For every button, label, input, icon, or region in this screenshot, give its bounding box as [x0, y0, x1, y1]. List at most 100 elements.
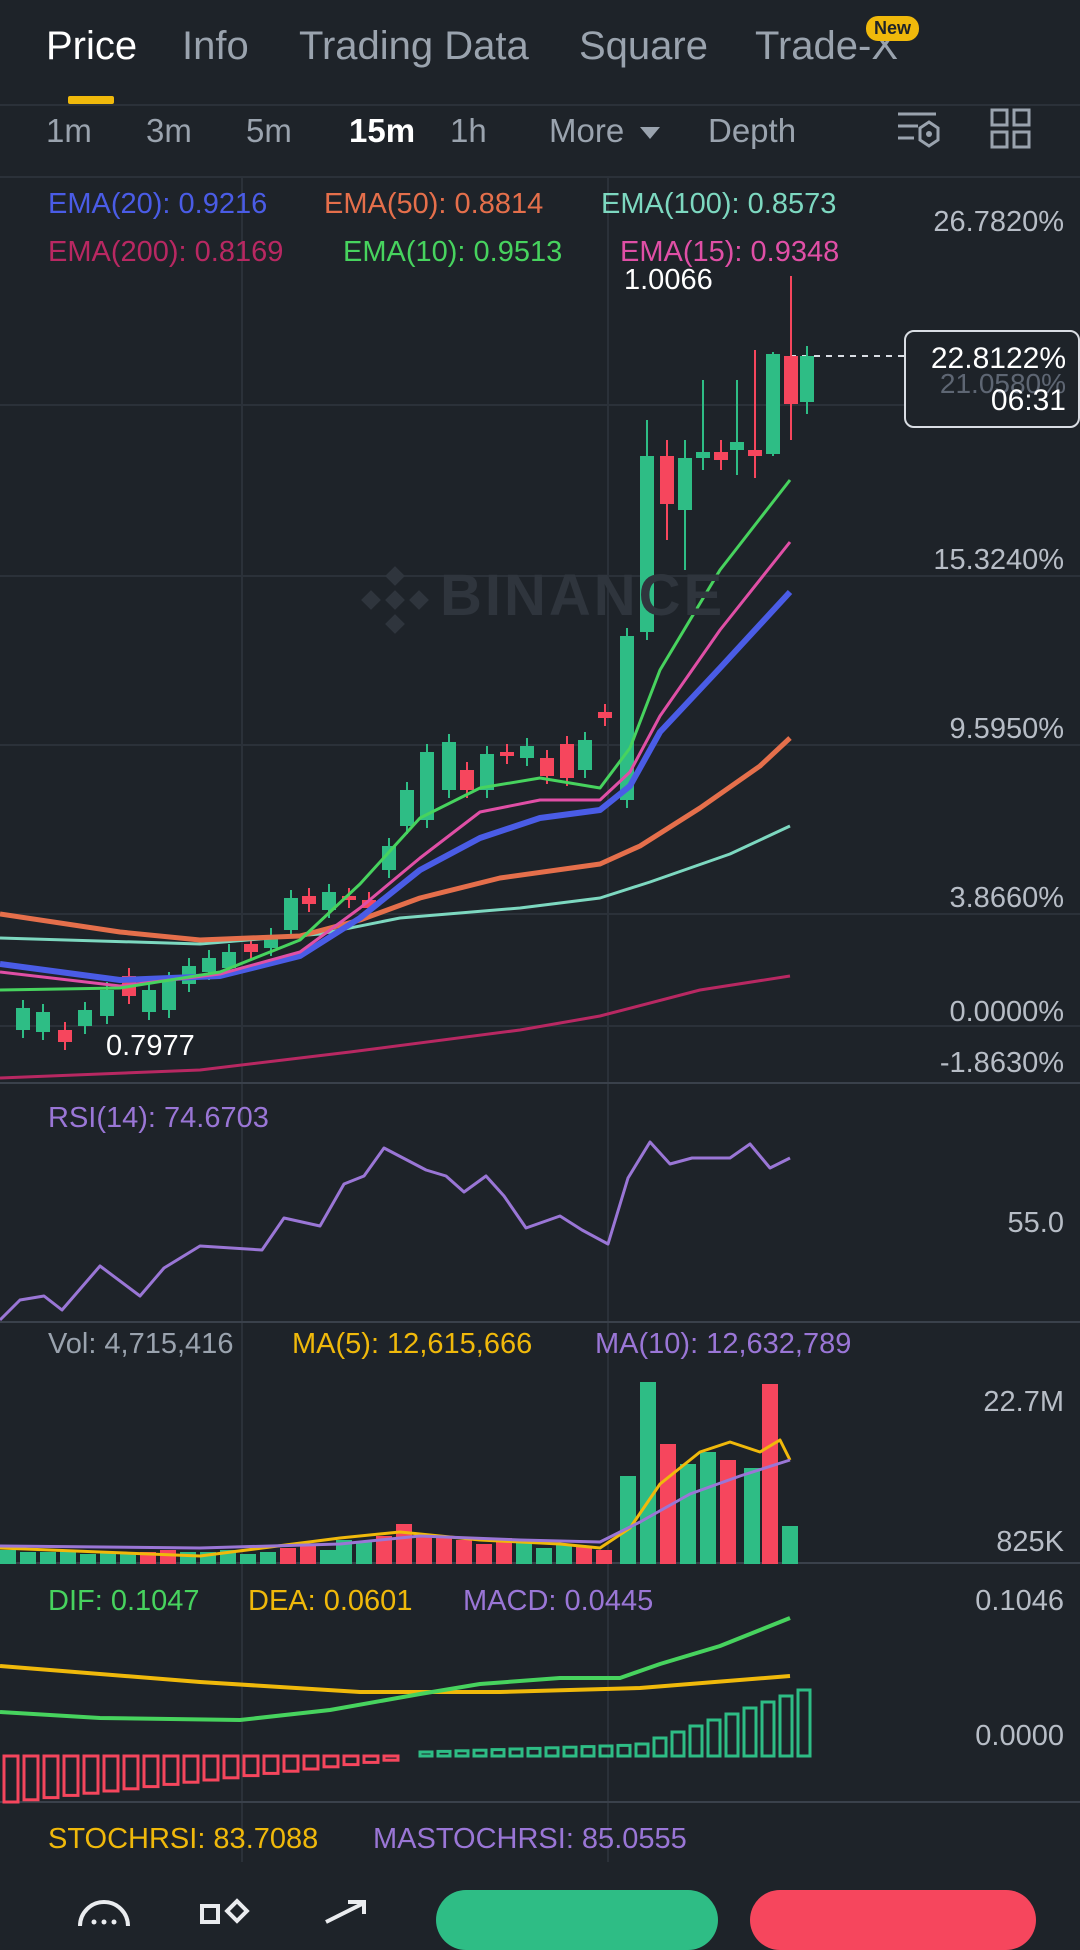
layout-grid-icon[interactable]: [990, 108, 1032, 150]
chart-settings-icon[interactable]: [896, 108, 942, 150]
candle: [520, 746, 534, 758]
macd-histogram-bar: [670, 1730, 686, 1758]
macd-histogram-bar: [162, 1754, 180, 1786]
ema15-line: [0, 541, 792, 988]
volume-bar: [240, 1554, 256, 1564]
candle: [142, 990, 156, 1012]
candle: [100, 990, 114, 1016]
dea-line: [0, 1664, 791, 1694]
active-tab-indicator: [68, 96, 114, 104]
binance-watermark: BINANCE: [360, 562, 725, 635]
candle: [58, 1030, 72, 1042]
volume-bar: [640, 1382, 656, 1564]
volume-bar: [436, 1536, 452, 1564]
widgets-icon[interactable]: [200, 1898, 252, 1924]
axis-label-5: 3.8660%: [949, 882, 1065, 914]
interval-1m[interactable]: 1m: [46, 112, 92, 149]
tab-info[interactable]: Info: [182, 24, 249, 68]
macd-histogram-bar: [262, 1754, 280, 1775]
volume-bar: [356, 1542, 372, 1564]
candle: [800, 356, 814, 402]
interval-15m[interactable]: 15m: [349, 112, 416, 149]
ema100-legend: EMA(100): 0.8573: [601, 188, 837, 220]
buy-button[interactable]: [436, 1890, 718, 1950]
more-label: More: [549, 112, 625, 149]
candle: [578, 740, 592, 770]
dif-line: [0, 1616, 791, 1722]
macd-histogram-bar: [22, 1754, 40, 1802]
interval-1h[interactable]: 1h: [450, 112, 487, 149]
current-percent: 22.8122%: [930, 342, 1066, 375]
macd-histogram-bar: [82, 1754, 100, 1795]
vol-axis-top: 22.7M: [983, 1386, 1064, 1418]
volume-bar: [782, 1526, 798, 1564]
low-price-label: 0.7977: [106, 1030, 195, 1062]
macd-histogram-bar: [760, 1700, 776, 1758]
volume-bar: [596, 1550, 612, 1564]
candle: [36, 1012, 50, 1032]
binance-logo-icon: [361, 565, 429, 634]
macd-histogram-bar: [706, 1718, 722, 1758]
watermark-text: BINANCE: [440, 563, 726, 628]
candle: [748, 450, 762, 456]
tab-price[interactable]: Price: [46, 24, 138, 68]
macd-axis-mid: 0.0000: [975, 1720, 1064, 1752]
candle: [660, 456, 674, 504]
top-tab-bar: Price Info Trading Data Square Trade-X N…: [0, 0, 1080, 104]
candle: [500, 752, 514, 756]
interval-3m[interactable]: 3m: [146, 112, 192, 149]
macd-histogram-bar: [382, 1754, 400, 1762]
ema10-legend: EMA(10): 0.9513: [343, 236, 563, 268]
vol-ma5-line: [0, 1438, 792, 1558]
vol-ma5-legend: MA(5): 12,615,666: [292, 1328, 533, 1360]
more-dropdown[interactable]: More: [549, 112, 661, 150]
volume-bar: [700, 1452, 716, 1564]
macd-histogram-bar: [796, 1688, 812, 1758]
ema50-line: [0, 736, 792, 943]
axis-label-2: 21.0580%: [939, 368, 1066, 399]
volume-bar: [60, 1550, 76, 1564]
axis-label-bottom: -1.8630%: [939, 1047, 1064, 1079]
candle: [322, 892, 336, 910]
candle: [284, 898, 298, 930]
macd-histogram-bar: [122, 1754, 140, 1791]
share-icon[interactable]: [320, 1900, 370, 1924]
interval-5m[interactable]: 5m: [246, 112, 292, 149]
ema10-line: [0, 479, 792, 992]
macd-histogram-bar: [544, 1746, 560, 1758]
vol-ma10-line: [0, 1458, 791, 1550]
tab-trading-data[interactable]: Trading Data: [299, 24, 529, 68]
depth-button[interactable]: Depth: [708, 112, 797, 149]
stochrsi-legend: STOCHRSI: 83.7088: [48, 1823, 319, 1855]
candle: [382, 846, 396, 870]
axis-label-4: 9.5950%: [949, 713, 1065, 745]
macd-histogram-bar: [526, 1746, 542, 1758]
rsi-axis-label: 55.0: [1007, 1207, 1064, 1239]
current-price-marker[interactable]: 21.0580% 22.8122% 06:31: [904, 330, 1080, 428]
candle: [362, 900, 376, 908]
candle: [714, 452, 728, 460]
ema50-legend: EMA(50): 0.8814: [324, 188, 544, 220]
macd-histogram-bar: [42, 1754, 60, 1800]
high-price-label: 1.0066: [624, 264, 713, 296]
candle: [162, 980, 176, 1010]
candle: [480, 754, 494, 790]
candle: [560, 744, 574, 778]
ema200-line: [0, 974, 791, 1080]
candle: [696, 452, 710, 458]
candle: [460, 770, 474, 790]
macd-dea-legend: DEA: 0.0601: [248, 1585, 413, 1617]
volume-bar: [496, 1538, 512, 1564]
sell-button[interactable]: [750, 1890, 1036, 1950]
volume-bar: [576, 1546, 592, 1564]
macd-histogram-bar: [242, 1754, 260, 1778]
candle: [640, 456, 654, 632]
macd-histogram-bar: [688, 1724, 704, 1758]
more-circle-icon[interactable]: [76, 1896, 132, 1926]
macd-histogram-bar: [202, 1754, 220, 1782]
macd-histogram-bar: [598, 1744, 614, 1758]
macd-histogram-bar: [142, 1754, 160, 1789]
tab-square[interactable]: Square: [579, 24, 708, 68]
volume-bar: [300, 1544, 316, 1564]
